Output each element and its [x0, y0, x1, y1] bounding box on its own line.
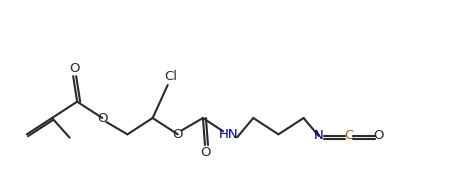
Text: O: O — [201, 147, 211, 159]
Text: O: O — [97, 112, 108, 125]
Text: O: O — [172, 128, 183, 141]
Text: O: O — [69, 62, 79, 75]
Text: HN: HN — [218, 128, 238, 141]
Text: O: O — [374, 130, 384, 142]
Text: C: C — [344, 130, 353, 142]
Text: N: N — [314, 130, 324, 142]
Text: Cl: Cl — [164, 70, 177, 83]
